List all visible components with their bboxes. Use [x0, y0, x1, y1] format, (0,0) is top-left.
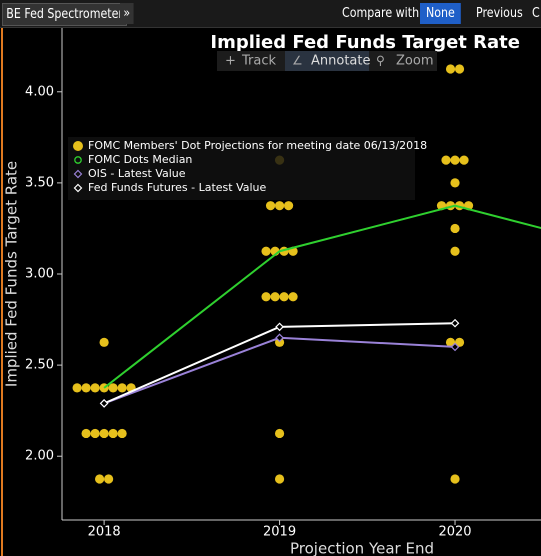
dot [81, 428, 91, 439]
legend-label: Fed Funds Futures - Latest Value [88, 181, 267, 194]
dot [279, 292, 289, 302]
dot [450, 178, 460, 188]
dot [274, 337, 285, 347]
dot [274, 474, 285, 484]
annotate-active [285, 51, 369, 71]
dot [454, 64, 465, 74]
toolbar: BE Fed Spectrometer » Compare with None … [0, 0, 541, 28]
dot [450, 246, 460, 256]
series-marker [450, 318, 460, 328]
dot [454, 337, 465, 347]
dot [108, 383, 118, 393]
series-marker [275, 333, 284, 343]
x-tick-label: 2020 [438, 525, 471, 540]
c-button[interactable]: C [532, 6, 540, 21]
dot [450, 155, 460, 165]
compare-label: Compare with [342, 6, 420, 21]
y-tick-label: 4.00 [25, 84, 54, 99]
dot [117, 428, 127, 439]
series-marker [99, 399, 109, 408]
y-axis-label: Implied Fed Funds Target Rate [3, 161, 21, 387]
y-tick-label: 3.50 [25, 175, 54, 190]
dot [95, 474, 105, 484]
dot [261, 292, 271, 302]
none-button[interactable]: None [420, 3, 461, 24]
dot [108, 428, 118, 439]
x-tick-label: 2018 [88, 525, 121, 540]
dot [450, 223, 460, 234]
dot [265, 201, 276, 211]
track-icon: + [225, 54, 236, 69]
dot [117, 383, 127, 393]
dot [445, 337, 456, 347]
more-button[interactable]: » [120, 3, 134, 24]
x-axis-label: Projection Year End [290, 540, 434, 556]
dot [99, 337, 109, 347]
annotate-icon: ∠ [292, 54, 303, 68]
legend-label: OIS - Latest Value [88, 167, 186, 180]
dot [283, 201, 294, 211]
track-tool[interactable]: Track [241, 54, 276, 69]
dot [459, 155, 469, 165]
zoom-icon: ⚲ [376, 54, 385, 68]
dot [270, 292, 280, 302]
x-tick-label: 2019 [263, 525, 296, 540]
legend-marker [73, 183, 83, 193]
legend-marker [74, 156, 82, 164]
dot [441, 155, 451, 165]
dot [445, 64, 456, 74]
dot [72, 383, 82, 393]
legend-label: FOMC Dots Median [88, 153, 192, 166]
legend-marker [73, 141, 83, 151]
y-tick-label: 2.00 [25, 449, 54, 464]
series-marker [450, 342, 460, 352]
series-marker [275, 322, 284, 332]
series-line [103, 204, 541, 389]
chart-title: Implied Fed Funds Target Rate [210, 32, 520, 53]
annotate-tool[interactable]: Annotate [311, 54, 370, 69]
dot [81, 383, 91, 393]
dot [288, 292, 298, 302]
y-tick-label: 2.50 [25, 358, 54, 373]
y-tick-label: 3.00 [25, 267, 54, 282]
dot [90, 383, 100, 393]
dot [274, 201, 285, 211]
app-name[interactable]: BE Fed Spectrometer [2, 3, 128, 26]
zoom-tool[interactable]: Zoom [396, 54, 433, 69]
dot [99, 428, 109, 439]
dot [261, 246, 271, 256]
legend-label: FOMC Members' Dot Projections for meetin… [88, 139, 427, 152]
previous-button[interactable]: Previous [476, 6, 523, 21]
dot [274, 428, 285, 439]
dot [450, 474, 460, 484]
plot [72, 64, 541, 484]
legend-box [68, 137, 415, 200]
legend-marker [73, 169, 83, 179]
dot [104, 474, 114, 484]
dot [90, 428, 100, 439]
